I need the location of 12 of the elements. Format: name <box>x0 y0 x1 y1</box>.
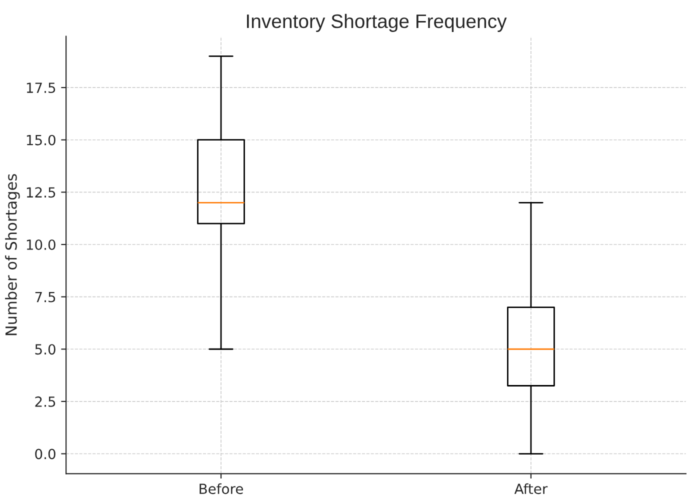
y-axis-title: Number of Shortages <box>5 174 20 336</box>
y-tick-label: 12.5 <box>26 187 56 198</box>
chart-title: Inventory Shortage Frequency <box>247 14 507 32</box>
y-tick-label: 0.0 <box>35 448 56 460</box>
y-tick-label: 2.5 <box>35 396 56 407</box>
y-tick-label: 17.5 <box>26 82 56 94</box>
x-tick-label: Before <box>200 483 243 494</box>
y-tick-label: 7.5 <box>35 292 56 302</box>
y-tick-label: 10.0 <box>26 239 56 250</box>
y-tick-label: 5.0 <box>35 344 56 355</box>
x-tick-label: After <box>514 483 548 494</box>
y-tick-label: 15.0 <box>26 134 56 146</box>
